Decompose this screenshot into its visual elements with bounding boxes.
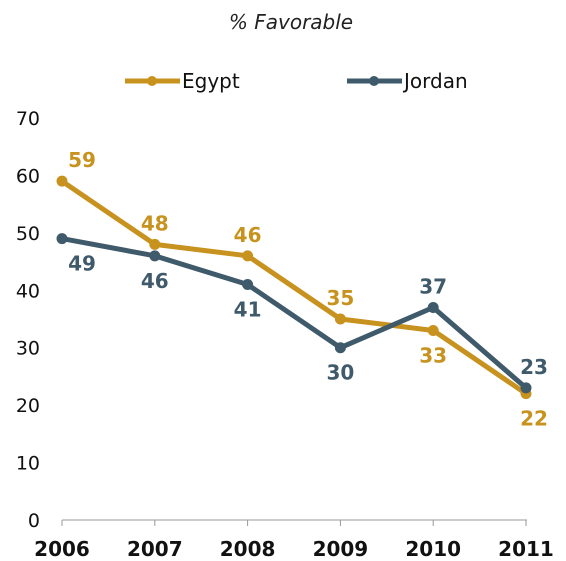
x-tick-label: 2008: [220, 537, 276, 561]
y-tick-label: 40: [16, 280, 40, 302]
legend-label-jordan: Jordan: [402, 69, 468, 93]
series-line-egypt: [59, 178, 529, 397]
x-tick-label: 2007: [127, 537, 183, 561]
data-point-jordan: [56, 233, 68, 245]
x-axis-ticks: 2006 2007 2008 2009 2010 2011: [34, 520, 554, 561]
data-label-jordan: 49: [68, 252, 96, 276]
data-label-jordan: 37: [419, 275, 447, 299]
data-point-egypt: [242, 250, 254, 262]
data-label-jordan: 46: [141, 269, 169, 293]
data-label-egypt: 35: [326, 286, 354, 310]
x-tick-label: 2010: [405, 537, 461, 561]
legend-marker-jordan: [369, 76, 379, 86]
y-tick-label: 30: [16, 338, 40, 360]
y-tick-label: 70: [16, 108, 40, 130]
data-label-egypt: 59: [68, 148, 96, 172]
y-tick-label: 20: [16, 395, 40, 417]
y-tick-label: 50: [16, 223, 40, 245]
data-label-egypt: 48: [141, 211, 169, 235]
data-point-egypt: [56, 175, 68, 187]
x-tick-label: 2006: [34, 537, 90, 561]
y-tick-label: 0: [28, 510, 40, 532]
data-point-jordan: [520, 382, 532, 394]
legend-label-egypt: Egypt: [182, 69, 240, 93]
x-tick-label: 2011: [498, 537, 554, 561]
data-point-jordan: [427, 302, 439, 314]
data-label-jordan: 41: [234, 298, 262, 322]
legend-marker-egypt: [147, 76, 157, 86]
data-point-egypt: [427, 324, 439, 336]
data-label-egypt: 22: [520, 407, 548, 431]
data-point-egypt: [149, 238, 161, 250]
chart-title: % Favorable: [229, 10, 353, 34]
series-lines: [56, 175, 532, 400]
x-tick-label: 2009: [313, 537, 369, 561]
data-point-egypt: [334, 313, 346, 325]
data-label-jordan: 30: [326, 361, 354, 385]
data-label-egypt: 33: [419, 343, 447, 367]
y-tick-label: 10: [16, 453, 40, 475]
y-axis-ticks: 0 10 20 30 40 50 60 70: [16, 108, 40, 532]
data-label-jordan: 23: [520, 355, 548, 379]
legend: Egypt Jordan: [125, 69, 468, 93]
data-labels: 59 48 46 35 33 22 49 46 41 30 37 23: [68, 148, 548, 430]
data-label-egypt: 46: [234, 223, 262, 247]
data-point-jordan: [334, 342, 346, 354]
y-tick-label: 60: [16, 165, 40, 187]
data-point-jordan: [149, 250, 161, 262]
data-point-jordan: [242, 279, 254, 291]
series-line-jordan: [59, 236, 529, 391]
